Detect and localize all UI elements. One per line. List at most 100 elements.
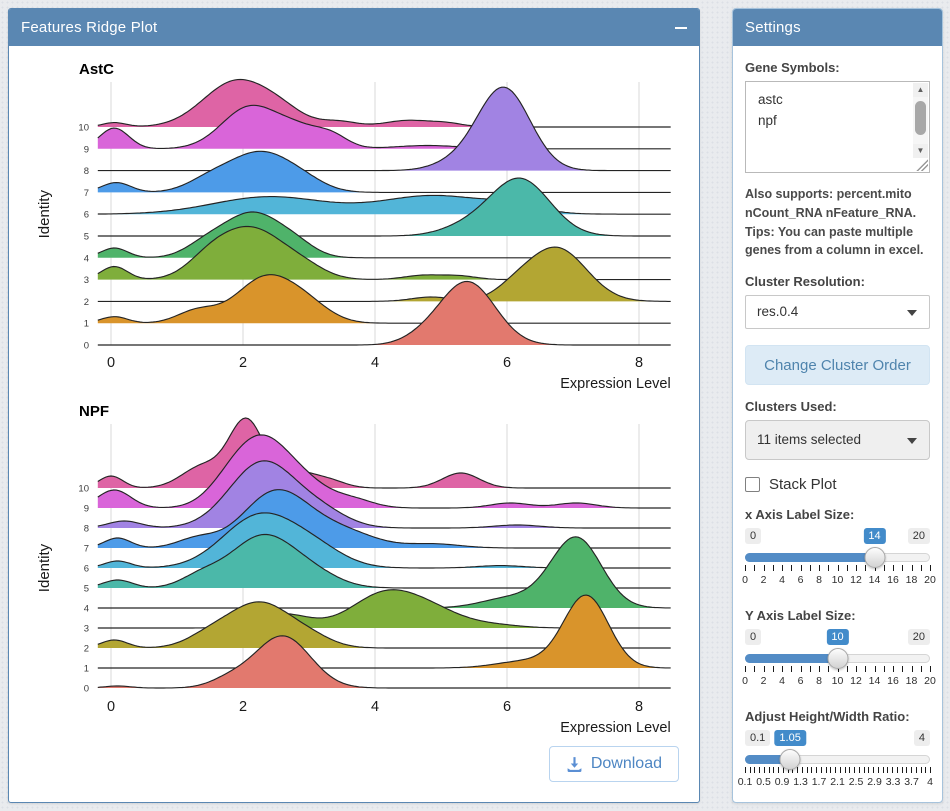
stack-plot-row: Stack Plot	[745, 476, 930, 493]
download-row: Download	[19, 744, 693, 782]
x-axis-label-size-min-label: 0	[745, 528, 762, 544]
svg-text:10: 10	[78, 484, 89, 495]
svg-text:2: 2	[84, 644, 89, 655]
svg-text:6: 6	[503, 699, 511, 715]
clusters-used-dropdown[interactable]: 11 items selected	[745, 420, 930, 460]
scrollbar-thumb[interactable]	[915, 101, 926, 135]
svg-text:7: 7	[84, 544, 89, 555]
clusters-used-label: Clusters Used:	[745, 399, 837, 414]
x-axis-label-size-tick-labels: 0 2 4 6 8 10 12 14 16 18 20	[742, 574, 936, 586]
y-axis-label-size-min-label: 0	[745, 629, 762, 645]
svg-text:8: 8	[635, 699, 643, 715]
chevron-down-icon	[907, 438, 917, 444]
x-axis-label-size-value-badge: 14	[863, 528, 886, 544]
svg-text:0: 0	[84, 341, 89, 352]
svg-text:10: 10	[78, 123, 89, 134]
x-axis-label-size-ticks	[745, 565, 931, 571]
y-axis-label-size-value-badge: 10	[826, 629, 849, 645]
svg-text:8: 8	[84, 524, 89, 535]
clusters-used-value: 11 items selected	[757, 432, 862, 447]
svg-text:7: 7	[84, 188, 89, 199]
features-panel-header: Features Ridge Plot	[9, 9, 699, 46]
x-axis-label-size-handle[interactable]	[864, 547, 885, 568]
settings-panel: Settings Gene Symbols: astc npf ▲ ▼ Also…	[732, 8, 943, 803]
svg-text:AstC: AstC	[79, 61, 114, 78]
y-axis-label-size-tick-labels: 0 2 4 6 8 10 12 14 16 18 20	[742, 675, 936, 687]
svg-text:5: 5	[84, 584, 89, 595]
svg-text:1: 1	[84, 319, 89, 330]
slider-group-y-axis-label-size: Y Axis Label Size: 0 20 10 0 2 4 6 8 10 12 14 16 18 20	[742, 608, 936, 695]
ridge-plot-npf: 10 9 8 7 6 5 4 3 2 1 0 NPF Identity 0 2 4 6 8 Expression L…	[19, 396, 693, 744]
change-cluster-order-button[interactable]: Change Cluster Order	[745, 345, 930, 385]
height-width-ratio-fill	[745, 755, 791, 764]
svg-text:2: 2	[239, 355, 247, 371]
gene-symbols-input[interactable]: astc npf	[746, 82, 929, 172]
stack-plot-label: Stack Plot	[769, 476, 837, 493]
collapse-minus-icon[interactable]	[675, 26, 687, 29]
height-width-ratio-max-label: 4	[913, 730, 930, 746]
chevron-down-icon	[907, 310, 917, 316]
download-button[interactable]: Download	[548, 746, 679, 782]
gene-symbols-help-text: Also supports: percent.mito nCount_RNA n…	[745, 187, 924, 258]
svg-text:2: 2	[84, 297, 89, 308]
height-width-ratio-tick-labels: 0.1 0.5 0.9 1.3 1.7 2.1 2.5 2.9 3.3 3.7 4	[737, 776, 933, 788]
height-width-ratio-ticks	[745, 767, 931, 773]
stack-plot-checkbox[interactable]	[745, 477, 760, 492]
svg-text:4: 4	[371, 355, 379, 371]
svg-text:8: 8	[635, 355, 643, 371]
svg-text:0: 0	[107, 699, 115, 715]
svg-text:0: 0	[84, 684, 89, 695]
x-axis-label-size-fill	[745, 553, 875, 562]
svg-text:8: 8	[84, 166, 89, 177]
height-width-ratio-min-label: 0.1	[745, 730, 771, 746]
scroll-down-icon[interactable]: ▼	[913, 144, 928, 158]
svg-text:4: 4	[84, 253, 89, 264]
ridge-plot-astc: 10 9 8 7 6 5 4 3 2 1 0 AstC Identity 0 2 4 6 8 Expression …	[19, 54, 693, 396]
height-width-ratio-value-badge: 1.05	[774, 730, 806, 746]
y-axis-label-size-ticks	[745, 666, 931, 672]
svg-text:Expression Level: Expression Level	[560, 720, 670, 736]
slider-group-x-axis-label-size: x Axis Label Size: 0 20 14 0 2 4 6 8 10 12 14 16 18 20	[742, 507, 936, 594]
settings-panel-title: Settings	[745, 19, 801, 36]
svg-text:Identity: Identity	[36, 190, 53, 239]
resize-grip-icon[interactable]	[915, 158, 928, 171]
height-width-ratio-slider[interactable]: 0.1 4 1.05 0.1 0.5 0.9 1.3 1.7 2.1 2.5 2.9 3.3 3.7 4	[737, 730, 933, 796]
features-panel-title: Features Ridge Plot	[21, 19, 158, 36]
gene-symbols-label: Gene Symbols:	[745, 60, 840, 75]
scroll-up-icon[interactable]: ▲	[913, 83, 928, 97]
svg-text:4: 4	[371, 699, 379, 715]
x-axis-label-size-label: x Axis Label Size:	[745, 507, 855, 522]
svg-text:3: 3	[84, 275, 89, 286]
svg-text:4: 4	[84, 604, 89, 615]
y-axis-label-size-slider[interactable]: 0 20 10 0 2 4 6 8 10 12 14 16 18 20	[742, 629, 936, 695]
cluster-resolution-select[interactable]: res.0.4	[745, 295, 930, 329]
cluster-resolution-label: Cluster Resolution:	[745, 274, 865, 289]
svg-text:3: 3	[84, 624, 89, 635]
svg-text:NPF: NPF	[79, 403, 109, 420]
svg-text:1: 1	[84, 664, 89, 675]
svg-text:Identity: Identity	[36, 543, 53, 592]
svg-text:Expression Level: Expression Level	[560, 376, 670, 392]
svg-text:9: 9	[84, 504, 89, 515]
svg-text:5: 5	[84, 232, 89, 243]
features-ridge-plot-panel: Features Ridge Plot 10 9 8 7 6 5 4 3 2 1 0 AstC Iden…	[8, 8, 700, 803]
height-width-ratio-track[interactable]	[745, 755, 930, 764]
x-axis-label-size-slider[interactable]: 0 20 14 0 2 4 6 8 10 12 14 16 18 20	[742, 528, 936, 594]
y-axis-label-size-handle[interactable]	[827, 648, 848, 669]
download-icon	[567, 756, 582, 772]
settings-panel-header: Settings	[733, 9, 942, 46]
svg-text:0: 0	[107, 355, 115, 371]
svg-text:2: 2	[239, 699, 247, 715]
svg-text:9: 9	[84, 144, 89, 155]
y-axis-label-size-label: Y Axis Label Size:	[745, 608, 856, 623]
svg-text:6: 6	[503, 355, 511, 371]
textarea-scrollbar[interactable]: ▲ ▼	[913, 83, 928, 158]
height-width-ratio-handle[interactable]	[779, 749, 801, 770]
gene-symbols-field: astc npf ▲ ▼	[745, 81, 930, 173]
y-axis-label-size-fill	[745, 654, 838, 663]
x-axis-label-size-max-label: 20	[907, 528, 930, 544]
height-width-ratio-label: Adjust Height/Width Ratio:	[745, 709, 910, 724]
plot-area: 10 9 8 7 6 5 4 3 2 1 0 AstC Identity 0 2 4 6 8 Expression …	[9, 46, 699, 782]
cluster-resolution-value: res.0.4	[757, 304, 799, 319]
x-axis-label-size-track[interactable]	[745, 553, 930, 562]
